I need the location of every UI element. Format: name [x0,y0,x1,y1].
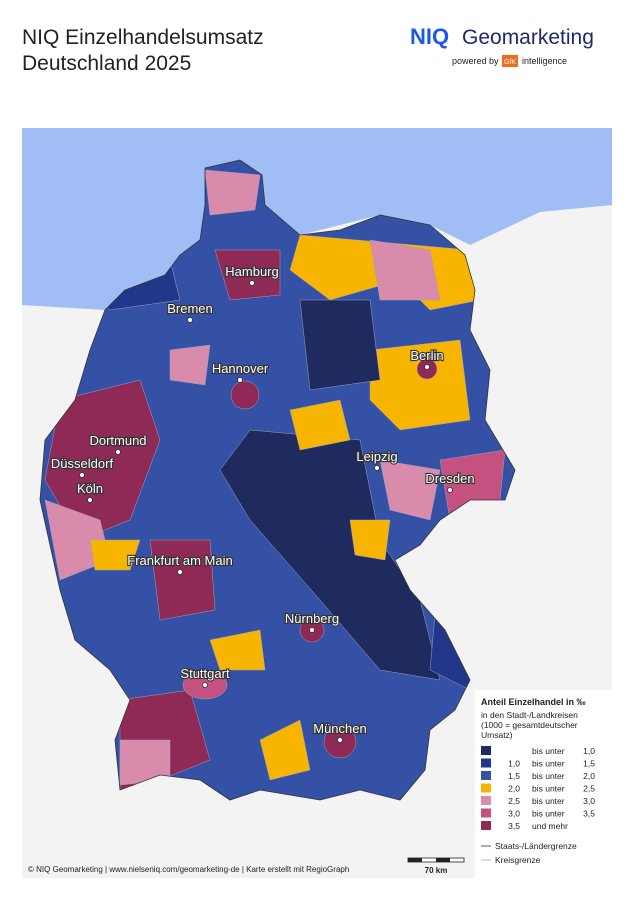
legend-from: 2,5 [508,796,520,806]
legend-from: 1,0 [508,759,520,769]
legend-connector: bis unter [532,746,565,756]
city-dot [374,465,380,471]
legend-to: 2,5 [583,784,595,794]
legend-to: 3,5 [583,809,595,819]
city-label: Köln [77,481,103,496]
legend-swatch [481,808,491,818]
footer: © NIQ Geomarketing | www.nielseniq.com/g… [28,865,349,874]
city-label: Nürnberg [285,611,339,626]
legend-subtitle: (1000 = gesamtdeutscher [481,720,578,730]
legend-border-label: Kreisgrenze [495,855,541,865]
city-dot [87,497,93,503]
legend-to: 3,0 [583,796,595,806]
legend-swatch [481,796,491,805]
city-dot [202,682,208,688]
city-dot [177,569,183,575]
city-label: Dortmund [89,433,146,448]
title: Deutschland 2025 [22,52,191,75]
legend-to: 1,0 [583,746,595,756]
city-dot [249,280,255,286]
legend-connector: und mehr [532,821,568,831]
legend-to: 1,5 [583,759,595,769]
legend-swatch [481,821,491,830]
city-dot [115,449,121,455]
title: NIQ Einzelhandelsumsatz [22,26,264,49]
city-dot [187,317,193,323]
city-dot [237,377,243,383]
legend-connector: bis unter [532,759,565,769]
gfk-logo-text: GfK [504,59,516,66]
legend-swatch [481,746,491,755]
gfk-logo [502,55,518,67]
legend-box [475,690,612,878]
sea [22,128,612,310]
legend-from: 1,5 [508,771,520,781]
city-dot [447,487,453,493]
city-label: Frankfurt am Main [127,553,232,568]
legend-from: 2,0 [508,784,520,794]
logo: Geomarketing [462,26,594,49]
city-label: Hamburg [225,264,278,279]
legend-connector: bis unter [532,809,565,819]
country-border [39,159,516,801]
city-label: Stuttgart [180,666,230,681]
city-dot [79,472,85,478]
city-label: Dresden [425,471,474,486]
city-label: Leipzig [356,449,397,464]
scale-bar: 70 km [407,857,465,875]
city-label: Berlin [410,348,443,363]
city-label: Hannover [212,361,269,376]
logo: NIQ [410,24,449,49]
legend-from: 3,5 [508,821,520,831]
intelligence: intelligence [522,56,567,66]
city-dot [337,737,343,743]
powered-by: powered by [452,56,499,66]
legend-swatch [481,771,491,780]
city-label: Bremen [167,301,213,316]
legend-swatch [481,783,491,793]
legend-to: 2,0 [583,771,595,781]
city-label: Düsseldorf [51,456,114,471]
legend: Anteil Einzelhandel in ‰ in den Stadt-/La… [481,697,595,865]
city-dot [309,627,315,633]
legend-connector: bis unter [532,784,565,794]
legend-swatch [481,758,491,768]
legend-subtitle: Umsatz) [481,730,513,740]
legend-connector: bis unter [532,771,565,781]
legend-from: 3,0 [508,809,520,819]
scale-label: 70 km [425,866,448,875]
legend-border-label: Staats-/Ländergrenze [495,841,577,851]
city-label: München [313,721,366,736]
legend-connector: bis unter [532,796,565,806]
legend-subtitle: in den Stadt-/Landkreisen [481,710,578,720]
city-dot [424,364,430,370]
city-labels: Hamburg Bremen Berlin Hannover Dortmund Düsse… [50,263,476,743]
legend-title: Anteil Einzelhandel in ‰ [481,697,586,707]
